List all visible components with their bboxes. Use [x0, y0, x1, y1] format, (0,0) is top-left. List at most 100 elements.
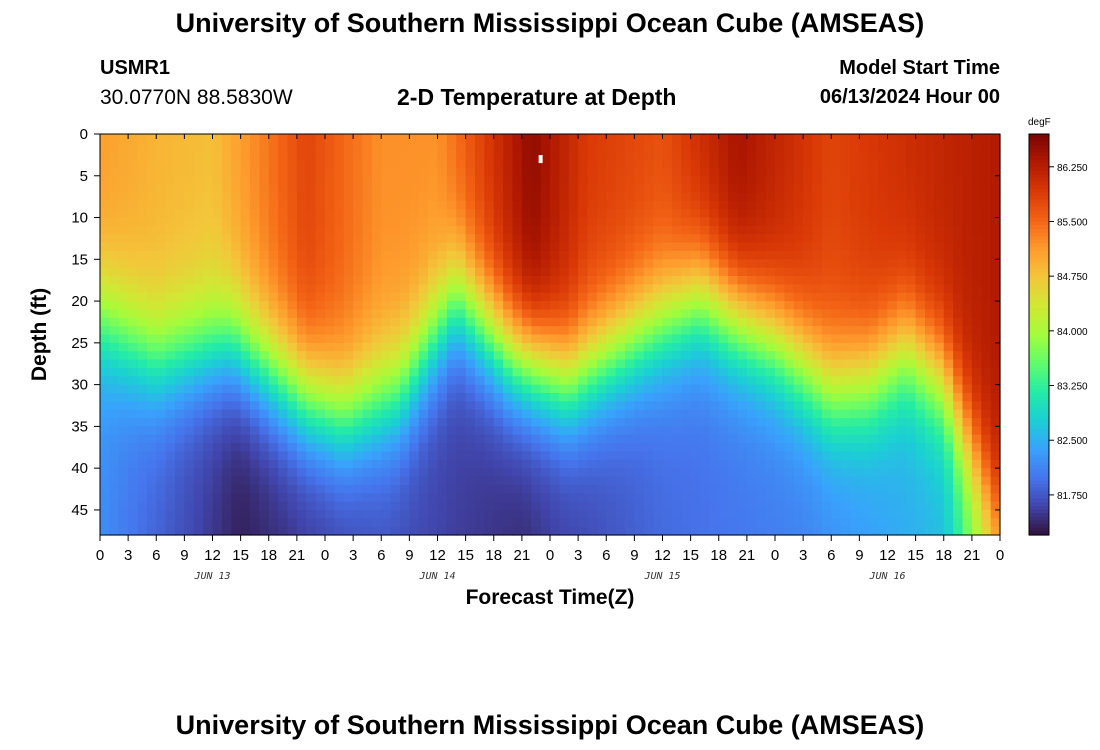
heatmap-cell	[334, 443, 345, 453]
heatmap-cell	[475, 409, 485, 419]
heatmap-cell	[315, 242, 326, 252]
heatmap-cell	[840, 509, 851, 519]
heatmap-cell	[371, 367, 382, 377]
heatmap-cell	[756, 234, 767, 244]
heatmap-cell	[906, 476, 917, 486]
heatmap-cell	[315, 225, 326, 235]
heatmap-cell	[184, 426, 195, 436]
heatmap-cell	[325, 259, 335, 269]
heatmap-cell	[718, 301, 729, 311]
heatmap-cell	[390, 209, 401, 219]
colorbar-segment	[1029, 159, 1049, 164]
heatmap-cell	[803, 476, 814, 486]
heatmap-cell	[831, 317, 842, 327]
heatmap-cell	[896, 426, 907, 436]
heatmap-cell	[156, 301, 167, 311]
heatmap-cell	[850, 426, 860, 436]
heatmap-cell	[831, 468, 842, 478]
heatmap-cell	[840, 276, 851, 285]
heatmap-cell	[737, 225, 748, 235]
heatmap-cell	[971, 234, 982, 244]
heatmap-cell	[362, 476, 373, 486]
heatmap-cell	[700, 134, 710, 143]
heatmap-cell	[475, 476, 485, 486]
heatmap-cell	[850, 351, 860, 361]
heatmap-cell	[409, 518, 420, 528]
heatmap-cell	[268, 334, 279, 344]
heatmap-cell	[662, 175, 673, 185]
heatmap-cell	[868, 259, 879, 269]
heatmap-cell	[615, 309, 626, 319]
heatmap-cell	[400, 159, 410, 169]
heatmap-cell	[971, 409, 982, 419]
heatmap-cell	[953, 175, 964, 185]
heatmap-cell	[840, 468, 851, 478]
heatmap-cell	[653, 334, 664, 344]
heatmap-cell	[765, 426, 776, 436]
heatmap-cell	[456, 418, 467, 427]
heatmap-cell	[934, 409, 945, 419]
heatmap-cell	[596, 351, 607, 361]
heatmap-cell	[887, 501, 898, 511]
heatmap-cell	[203, 376, 214, 386]
heatmap-cell	[737, 284, 748, 294]
heatmap-cell	[362, 242, 373, 252]
heatmap-cell	[756, 159, 767, 169]
heatmap-cell	[906, 317, 917, 327]
heatmap-cell	[840, 225, 851, 235]
heatmap-cell	[831, 209, 842, 219]
heatmap-cell	[418, 192, 429, 202]
heatmap-cell	[934, 459, 945, 469]
heatmap-cell	[559, 267, 570, 277]
heatmap-cell	[578, 192, 589, 202]
heatmap-cell	[484, 526, 495, 536]
heatmap-cell	[821, 376, 832, 386]
heatmap-cell	[306, 501, 317, 511]
heatmap-cell	[165, 493, 176, 503]
colorbar-segment	[1029, 221, 1049, 226]
heatmap-cell	[709, 434, 720, 444]
heatmap-cell	[296, 342, 307, 352]
date-label: JUN 14	[418, 571, 455, 582]
heatmap-cell	[212, 234, 223, 244]
heatmap-cell	[662, 509, 673, 519]
heatmap-cell	[803, 326, 814, 336]
heatmap-cell	[193, 418, 204, 427]
heatmap-cell	[156, 468, 167, 478]
heatmap-cell	[953, 267, 964, 277]
heatmap-cell	[831, 259, 842, 269]
heatmap-cell	[915, 175, 926, 185]
heatmap-cell	[484, 367, 495, 377]
heatmap-cell	[981, 518, 992, 528]
colorbar-segment	[1029, 480, 1049, 485]
heatmap-cell	[737, 200, 748, 210]
heatmap-cell	[756, 309, 767, 319]
heatmap-cell	[156, 234, 167, 244]
heatmap-cell	[887, 192, 898, 202]
heatmap-cell	[615, 526, 626, 536]
heatmap-cell	[634, 468, 645, 478]
heatmap-cell	[475, 426, 485, 436]
heatmap-cell	[737, 426, 748, 436]
heatmap-cell	[371, 518, 382, 528]
heatmap-cell	[896, 392, 907, 402]
heatmap-cell	[812, 150, 823, 160]
heatmap-cell	[943, 184, 954, 194]
heatmap-cell	[775, 468, 785, 478]
heatmap-cell	[643, 276, 654, 285]
heatmap-cell	[756, 284, 767, 294]
heatmap-cell	[578, 351, 589, 361]
heatmap-cell	[953, 392, 964, 402]
heatmap-cell	[775, 384, 785, 394]
heatmap-cell	[306, 359, 317, 369]
heatmap-cell	[493, 217, 504, 227]
heatmap-cell	[128, 342, 139, 352]
heatmap-cell	[118, 526, 129, 536]
heatmap-cell	[503, 209, 514, 219]
heatmap-cell	[512, 225, 523, 235]
heatmap-cell	[643, 451, 654, 461]
heatmap-cell	[643, 334, 654, 344]
heatmap-cell	[409, 384, 420, 394]
heatmap-cell	[681, 217, 692, 227]
heatmap-cell	[943, 200, 954, 210]
